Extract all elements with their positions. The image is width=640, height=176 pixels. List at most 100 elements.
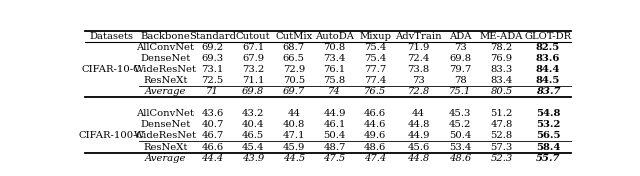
Text: 67.9: 67.9 xyxy=(242,54,264,63)
Text: CIFAR-100-C: CIFAR-100-C xyxy=(79,131,145,140)
Text: 40.4: 40.4 xyxy=(242,120,264,129)
Text: 40.8: 40.8 xyxy=(283,120,305,129)
Text: 73.1: 73.1 xyxy=(202,65,224,74)
Text: 44.8: 44.8 xyxy=(408,154,429,163)
Text: 45.4: 45.4 xyxy=(242,143,264,152)
Text: GLOT-DR: GLOT-DR xyxy=(524,32,572,41)
Text: 71: 71 xyxy=(206,87,219,96)
Text: 52.3: 52.3 xyxy=(490,154,513,163)
Text: 44.9: 44.9 xyxy=(408,131,430,140)
Text: 84.5: 84.5 xyxy=(536,76,560,85)
Text: 45.2: 45.2 xyxy=(449,120,471,129)
Text: 74: 74 xyxy=(328,87,341,96)
Text: CIFAR-10-C: CIFAR-10-C xyxy=(82,65,141,74)
Text: 48.7: 48.7 xyxy=(323,143,346,152)
Text: 70.8: 70.8 xyxy=(323,43,346,52)
Text: 47.1: 47.1 xyxy=(283,131,305,140)
Text: 44: 44 xyxy=(412,109,425,118)
Text: 52.8: 52.8 xyxy=(490,131,513,140)
Text: 71.1: 71.1 xyxy=(242,76,264,85)
Text: 44.5: 44.5 xyxy=(283,154,305,163)
Text: 48.6: 48.6 xyxy=(364,143,387,152)
Text: Backbone: Backbone xyxy=(140,32,190,41)
Text: 83.4: 83.4 xyxy=(490,76,513,85)
Text: Average: Average xyxy=(145,154,186,163)
Text: 76.9: 76.9 xyxy=(490,54,513,63)
Text: 45.6: 45.6 xyxy=(408,143,429,152)
Text: Average: Average xyxy=(145,87,186,96)
Text: 82.5: 82.5 xyxy=(536,43,560,52)
Text: 72.9: 72.9 xyxy=(283,65,305,74)
Text: 69.8: 69.8 xyxy=(242,87,264,96)
Text: 69.2: 69.2 xyxy=(202,43,223,52)
Text: 44.8: 44.8 xyxy=(408,120,430,129)
Text: 75.4: 75.4 xyxy=(364,54,387,63)
Text: 46.7: 46.7 xyxy=(202,131,223,140)
Text: 76.1: 76.1 xyxy=(323,65,346,74)
Text: 44.6: 44.6 xyxy=(364,120,387,129)
Text: 84.4: 84.4 xyxy=(536,65,560,74)
Text: 50.4: 50.4 xyxy=(449,131,471,140)
Text: 45.3: 45.3 xyxy=(449,109,471,118)
Text: AdvTrain: AdvTrain xyxy=(396,32,442,41)
Text: 46.6: 46.6 xyxy=(202,143,223,152)
Text: 80.5: 80.5 xyxy=(490,87,513,96)
Text: Datasets: Datasets xyxy=(90,32,134,41)
Text: 79.7: 79.7 xyxy=(449,65,471,74)
Text: 77.4: 77.4 xyxy=(364,76,387,85)
Text: 83.7: 83.7 xyxy=(536,87,560,96)
Text: 73: 73 xyxy=(412,76,425,85)
Text: 45.9: 45.9 xyxy=(283,143,305,152)
Text: 73.4: 73.4 xyxy=(323,54,346,63)
Text: ResNeXt: ResNeXt xyxy=(143,76,188,85)
Text: 58.4: 58.4 xyxy=(536,143,560,152)
Text: CutMix: CutMix xyxy=(275,32,312,41)
Text: 43.6: 43.6 xyxy=(202,109,223,118)
Text: 49.6: 49.6 xyxy=(364,131,387,140)
Text: 66.5: 66.5 xyxy=(283,54,305,63)
Text: 72.8: 72.8 xyxy=(408,87,429,96)
Text: 44.4: 44.4 xyxy=(202,154,223,163)
Text: 70.5: 70.5 xyxy=(283,76,305,85)
Text: ADA: ADA xyxy=(449,32,471,41)
Text: 69.3: 69.3 xyxy=(202,54,223,63)
Text: DenseNet: DenseNet xyxy=(140,120,191,129)
Text: 47.5: 47.5 xyxy=(323,154,346,163)
Text: 53.4: 53.4 xyxy=(449,143,471,152)
Text: 78: 78 xyxy=(454,76,467,85)
Text: 71.9: 71.9 xyxy=(408,43,430,52)
Text: 46.6: 46.6 xyxy=(364,109,386,118)
Text: 73.8: 73.8 xyxy=(408,65,429,74)
Text: 56.5: 56.5 xyxy=(536,131,560,140)
Text: 43.9: 43.9 xyxy=(242,154,264,163)
Text: 75.1: 75.1 xyxy=(449,87,471,96)
Text: DenseNet: DenseNet xyxy=(140,54,191,63)
Text: 77.7: 77.7 xyxy=(364,65,387,74)
Text: AllConvNet: AllConvNet xyxy=(136,43,195,52)
Text: 83.3: 83.3 xyxy=(490,65,513,74)
Text: 46.5: 46.5 xyxy=(242,131,264,140)
Text: ResNeXt: ResNeXt xyxy=(143,143,188,152)
Text: 55.7: 55.7 xyxy=(536,154,560,163)
Text: 40.7: 40.7 xyxy=(202,120,224,129)
Text: 69.7: 69.7 xyxy=(283,87,305,96)
Text: 51.2: 51.2 xyxy=(490,109,513,118)
Text: WideResNet: WideResNet xyxy=(134,65,197,74)
Text: 73.2: 73.2 xyxy=(242,65,264,74)
Text: 46.1: 46.1 xyxy=(323,120,346,129)
Text: 72.4: 72.4 xyxy=(408,54,430,63)
Text: 73: 73 xyxy=(454,43,467,52)
Text: 47.4: 47.4 xyxy=(364,154,387,163)
Text: ME-ADA: ME-ADA xyxy=(480,32,524,41)
Text: 75.4: 75.4 xyxy=(364,43,387,52)
Text: 76.5: 76.5 xyxy=(364,87,387,96)
Text: 75.8: 75.8 xyxy=(323,76,346,85)
Text: 50.4: 50.4 xyxy=(323,131,346,140)
Text: Mixup: Mixup xyxy=(359,32,391,41)
Text: 43.2: 43.2 xyxy=(242,109,264,118)
Text: 54.8: 54.8 xyxy=(536,109,560,118)
Text: 48.6: 48.6 xyxy=(449,154,471,163)
Text: 78.2: 78.2 xyxy=(490,43,513,52)
Text: 83.6: 83.6 xyxy=(536,54,560,63)
Text: AllConvNet: AllConvNet xyxy=(136,109,195,118)
